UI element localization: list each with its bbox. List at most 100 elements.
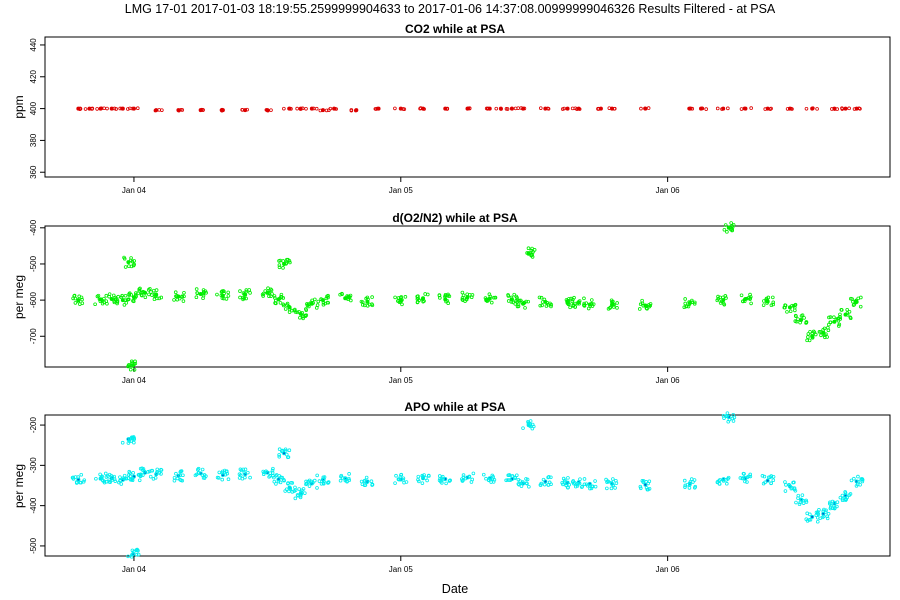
- data-point: [326, 480, 330, 485]
- data-point: [611, 477, 615, 481]
- data-point: [522, 106, 527, 111]
- data-point: [132, 259, 136, 263]
- data-point: [739, 107, 744, 111]
- data-point: [116, 294, 121, 299]
- data-point: [514, 473, 519, 478]
- data-point: [529, 253, 533, 258]
- data-point: [134, 552, 139, 557]
- data-point: [800, 313, 805, 317]
- data-point: [394, 473, 398, 478]
- data-point: [127, 469, 132, 474]
- data-point: [353, 108, 358, 113]
- data-point: [195, 291, 199, 295]
- data-point: [172, 475, 177, 480]
- figure-title: LMG 17-01 2017-01-03 18:19:55.2599999904…: [125, 2, 776, 16]
- data-point: [154, 292, 158, 297]
- data-point: [241, 295, 245, 300]
- data-point: [589, 302, 594, 306]
- data-point: [515, 298, 520, 302]
- data-point: [126, 364, 130, 369]
- data-point: [511, 300, 515, 305]
- data-point: [242, 292, 247, 296]
- data-point: [104, 293, 109, 298]
- data-point: [159, 295, 164, 300]
- data-point: [516, 106, 521, 110]
- data-point: [201, 108, 205, 112]
- data-point: [107, 478, 111, 482]
- data-point: [517, 482, 521, 487]
- data-point: [744, 296, 749, 301]
- data-point: [784, 483, 788, 487]
- data-point: [827, 501, 832, 506]
- data-point: [128, 258, 133, 263]
- data-point: [140, 293, 144, 298]
- data-point: [526, 299, 531, 304]
- data-point: [269, 108, 273, 112]
- x-tick-label: Jan 04: [122, 565, 147, 574]
- data-point: [769, 481, 773, 485]
- data-point: [782, 305, 787, 310]
- data-point: [639, 106, 643, 111]
- data-point: [364, 475, 369, 480]
- data-point: [105, 301, 109, 306]
- data-point: [637, 307, 642, 311]
- data-point: [401, 476, 406, 481]
- data-point: [100, 301, 105, 306]
- data-point: [804, 500, 809, 504]
- data-point: [399, 298, 404, 303]
- data-point: [154, 471, 159, 475]
- data-point: [469, 480, 474, 484]
- data-point: [790, 303, 794, 308]
- data-point: [549, 304, 553, 309]
- y-tick-label: 420: [29, 70, 38, 84]
- data-point: [297, 309, 301, 314]
- data-point: [112, 477, 117, 482]
- data-point: [194, 472, 199, 477]
- data-point: [856, 479, 861, 484]
- data-point: [306, 302, 311, 306]
- data-point: [727, 417, 732, 422]
- data-point: [726, 475, 731, 480]
- data-point: [177, 296, 182, 301]
- data-point: [512, 292, 517, 297]
- data-point: [272, 479, 277, 484]
- data-point: [798, 500, 803, 505]
- data-point: [220, 107, 224, 112]
- data-point: [796, 493, 801, 498]
- data-point: [272, 475, 276, 480]
- data-point: [821, 509, 826, 513]
- data-point: [126, 297, 131, 302]
- data-point: [221, 289, 226, 293]
- chart-title: d(O2/N2) while at PSA: [392, 211, 518, 225]
- data-point: [798, 320, 802, 325]
- data-point: [312, 478, 317, 483]
- data-point: [524, 477, 528, 481]
- data-point: [172, 478, 177, 483]
- data-point: [683, 301, 688, 306]
- data-point: [415, 297, 420, 301]
- y-axis-label: ppm: [12, 95, 26, 118]
- data-point: [400, 298, 404, 302]
- data-point: [793, 319, 798, 323]
- data-point: [135, 106, 140, 111]
- data-point: [509, 300, 514, 304]
- data-point: [531, 250, 535, 254]
- data-point: [277, 263, 282, 267]
- data-point: [299, 492, 304, 496]
- data-point: [277, 447, 282, 452]
- data-point: [274, 298, 278, 303]
- data-point: [582, 482, 587, 487]
- data-point: [577, 107, 582, 111]
- data-point: [570, 299, 575, 304]
- data-point: [470, 293, 475, 297]
- data-point: [546, 302, 551, 307]
- data-point: [237, 472, 242, 477]
- data-point: [580, 485, 584, 489]
- data-point: [293, 488, 298, 492]
- data-point: [593, 479, 597, 483]
- data-point: [836, 318, 841, 323]
- data-point: [566, 476, 570, 480]
- data-point: [835, 500, 840, 504]
- data-point: [397, 477, 402, 482]
- data-point: [520, 300, 524, 304]
